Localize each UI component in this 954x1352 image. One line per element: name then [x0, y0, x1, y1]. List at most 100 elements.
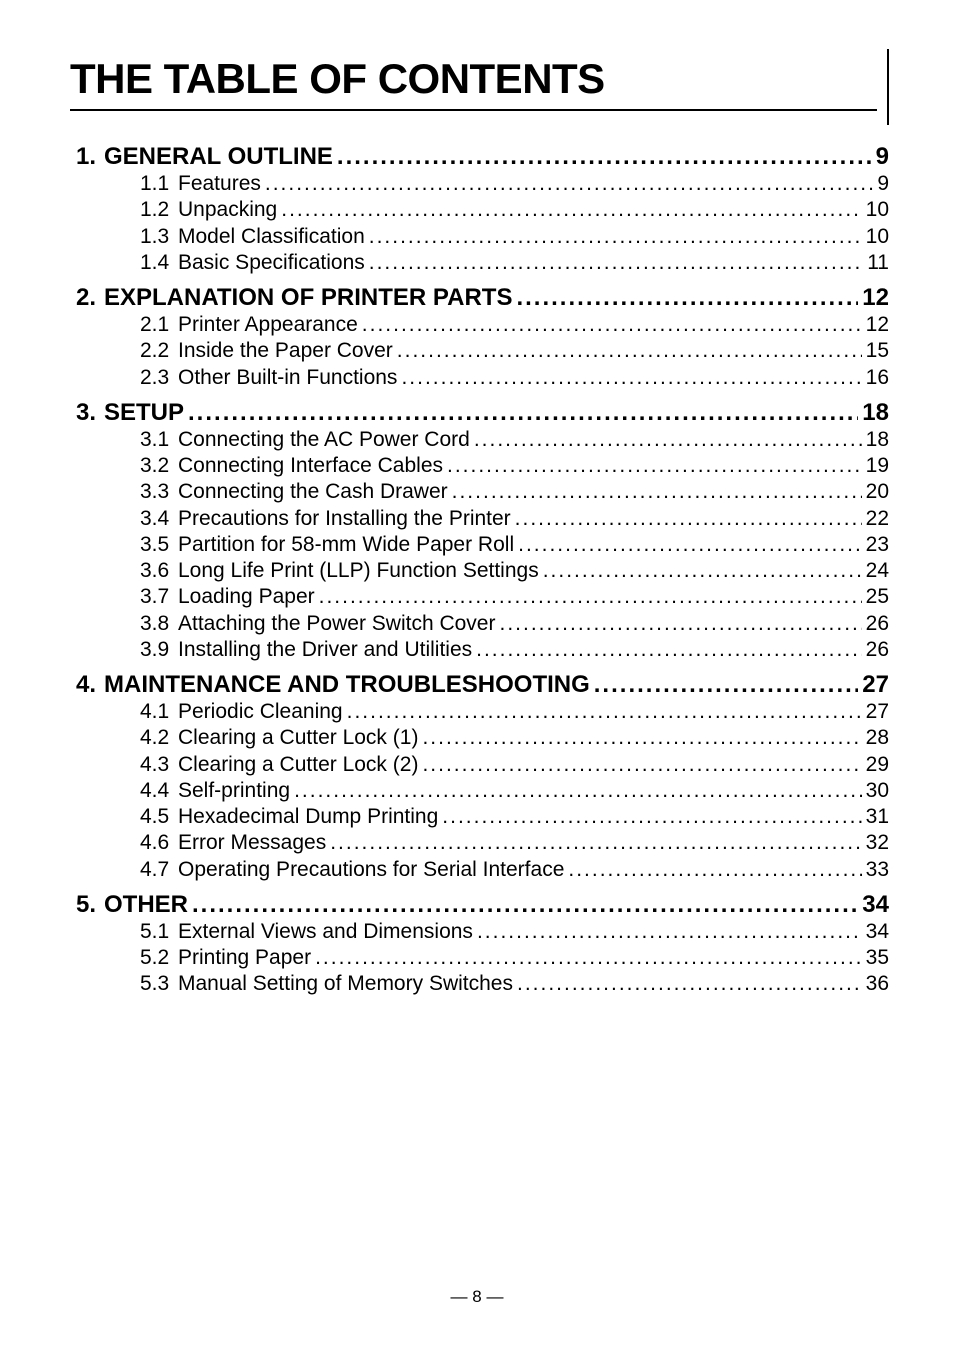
- subsection-number: 5.3: [140, 971, 178, 997]
- page-footer: — 8 —: [0, 1287, 954, 1307]
- subsection-page: 23: [866, 532, 889, 558]
- subsection-row: 3.6Long Life Print (LLP) Function Settin…: [110, 558, 889, 584]
- subsection-title: Features: [178, 171, 261, 197]
- subsection-title: Printing Paper: [178, 945, 311, 971]
- subsection-row: 3.2Connecting Interface Cables19: [110, 453, 889, 479]
- subsection-number: 4.4: [140, 778, 178, 804]
- section-title: OTHER: [104, 891, 188, 919]
- subsection-page: 33: [866, 857, 889, 883]
- subsection-number: 3.4: [140, 506, 178, 532]
- toc-section: 4.MAINTENANCE AND TROUBLESHOOTING274.1Pe…: [110, 671, 889, 883]
- subsection-title: Operating Precautions for Serial Interfa…: [178, 857, 564, 883]
- leader-dots: [568, 857, 861, 883]
- subsection-row: 3.8Attaching the Power Switch Cover26: [110, 611, 889, 637]
- subsection-title: Connecting the AC Power Cord: [178, 427, 470, 453]
- subsection-title: Hexadecimal Dump Printing: [178, 804, 438, 830]
- leader-dots: [474, 427, 862, 453]
- subsection-page: 30: [866, 778, 889, 804]
- subsection-page: 36: [866, 971, 889, 997]
- subsection-title: Partition for 58-mm Wide Paper Roll: [178, 532, 514, 558]
- subsection-page: 26: [866, 611, 889, 637]
- leader-dots: [594, 671, 859, 699]
- subsection-row: 3.5Partition for 58-mm Wide Paper Roll 23: [110, 532, 889, 558]
- subsection-row: 5.3Manual Setting of Memory Switches 36: [110, 971, 889, 997]
- leader-dots: [422, 752, 861, 778]
- subsection-row: 3.9Installing the Driver and Utilities26: [110, 637, 889, 663]
- section-page: 34: [862, 891, 889, 919]
- toc-section: 2.EXPLANATION OF PRINTER PARTS122.1Print…: [110, 284, 889, 391]
- subsection-row: 4.7Operating Precautions for Serial Inte…: [110, 857, 889, 883]
- leader-dots: [422, 725, 861, 751]
- subsection-row: 3.3Connecting the Cash Drawer20: [110, 479, 889, 505]
- leader-dots: [315, 945, 862, 971]
- section-title: MAINTENANCE AND TROUBLESHOOTING: [104, 671, 590, 699]
- subsection-row: 4.2Clearing a Cutter Lock (1)28: [110, 725, 889, 751]
- subsection-number: 3.7: [140, 584, 178, 610]
- section-title: GENERAL OUTLINE: [104, 143, 333, 171]
- leader-dots: [319, 584, 862, 610]
- subsection-page: 19: [866, 453, 889, 479]
- subsection-title: Error Messages: [178, 830, 326, 856]
- toc-section: 3.SETUP183.1Connecting the AC Power Cord…: [110, 399, 889, 663]
- subsection-row: 3.4Precautions for Installing the Printe…: [110, 506, 889, 532]
- leader-dots: [517, 971, 862, 997]
- subsection-number: 3.3: [140, 479, 178, 505]
- section-page: 12: [862, 284, 889, 312]
- leader-dots: [188, 399, 858, 427]
- subsection-page: 32: [866, 830, 889, 856]
- subsection-page: 24: [866, 558, 889, 584]
- leader-dots: [476, 637, 862, 663]
- subsection-number: 4.7: [140, 857, 178, 883]
- subsection-row: 2.3Other Built-in Functions16: [110, 365, 889, 391]
- section-page: 27: [862, 671, 889, 699]
- subsection-title: Long Life Print (LLP) Function Settings: [178, 558, 539, 584]
- subsection-number: 5.1: [140, 919, 178, 945]
- subsection-title: Basic Specifications: [178, 250, 365, 276]
- section-number: 5.: [76, 891, 104, 919]
- section-title: SETUP: [104, 399, 184, 427]
- subsection-number: 1.2: [140, 197, 178, 223]
- subsection-number: 3.2: [140, 453, 178, 479]
- subsection-row: 3.7Loading Paper25: [110, 584, 889, 610]
- leader-dots: [281, 197, 861, 223]
- subsection-row: 1.4Basic Specifications 11: [110, 250, 889, 276]
- subsection-number: 4.6: [140, 830, 178, 856]
- section-number: 1.: [76, 143, 104, 171]
- subsection-title: Installing the Driver and Utilities: [178, 637, 472, 663]
- leader-dots: [518, 532, 862, 558]
- subsection-title: Other Built-in Functions: [178, 365, 397, 391]
- subsection-title: Unpacking: [178, 197, 277, 223]
- subsection-title: Manual Setting of Memory Switches: [178, 971, 513, 997]
- leader-dots: [515, 506, 862, 532]
- section-page: 18: [862, 399, 889, 427]
- leader-dots: [369, 250, 863, 276]
- page-title: THE TABLE OF CONTENTS: [70, 55, 877, 111]
- subsection-page: 31: [866, 804, 889, 830]
- subsection-page: 20: [866, 479, 889, 505]
- leader-dots: [337, 143, 872, 171]
- toc-section: 1.GENERAL OUTLINE91.1Features91.2Unpacki…: [110, 143, 889, 276]
- leader-dots: [452, 479, 862, 505]
- subsection-number: 3.5: [140, 532, 178, 558]
- subsection-page: 11: [867, 250, 889, 276]
- subsection-row: 4.5Hexadecimal Dump Printing31: [110, 804, 889, 830]
- subsection-title: Loading Paper: [178, 584, 315, 610]
- subsection-row: 1.1Features9: [110, 171, 889, 197]
- subsection-title: Clearing a Cutter Lock (2): [178, 752, 418, 778]
- subsection-row: 5.1External Views and Dimensions34: [110, 919, 889, 945]
- leader-dots: [397, 338, 862, 364]
- subsection-row: 3.1Connecting the AC Power Cord18: [110, 427, 889, 453]
- section-number: 3.: [76, 399, 104, 427]
- leader-dots: [330, 830, 861, 856]
- subsection-title: Attaching the Power Switch Cover: [178, 611, 495, 637]
- subsection-row: 4.6Error Messages 32: [110, 830, 889, 856]
- leader-dots: [477, 919, 862, 945]
- section-header: 2.EXPLANATION OF PRINTER PARTS12: [110, 284, 889, 312]
- subsection-number: 2.2: [140, 338, 178, 364]
- table-of-contents: 1.GENERAL OUTLINE 91.1Features91.2Unpacki…: [70, 143, 889, 998]
- leader-dots: [442, 804, 861, 830]
- section-page: 9: [876, 143, 889, 171]
- leader-dots: [369, 224, 862, 250]
- subsection-title: Self-printing: [178, 778, 290, 804]
- subsection-number: 1.4: [140, 250, 178, 276]
